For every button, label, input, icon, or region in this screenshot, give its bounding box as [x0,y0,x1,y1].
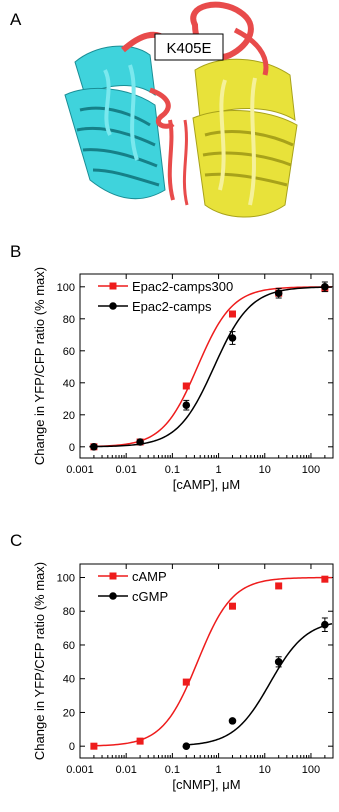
x-tick-label: 0.01 [115,464,136,476]
y-tick-label: 100 [57,572,75,584]
x-tick-label: 0.1 [165,464,180,476]
fit-curve-0 [93,576,332,747]
x-axis-title: [cNMP], μM [172,777,240,792]
y-tick-label: 80 [63,606,75,618]
legend-marker [109,302,117,310]
data-point [136,737,144,745]
data-point [228,310,236,318]
data-point [228,334,237,342]
data-point [274,289,283,297]
legend-label: cGMP [132,589,168,604]
legend-marker [109,282,117,290]
y-tick-label: 20 [63,410,75,422]
x-tick-label: 0.1 [165,764,180,776]
data-point [321,620,329,629]
y-tick-label: 0 [69,442,75,454]
legend-marker [109,592,117,600]
fit-curve-1 [89,286,332,448]
x-tick-label: 1 [216,764,222,776]
data-point [321,283,329,291]
x-tick-label: 10 [259,764,271,776]
fit-curve-0 [89,286,332,448]
protein-structure-image: K405E [64,1,298,218]
y-axis-title: Change in YFP/CFP ratio (% max) [32,267,47,465]
plot-frame [79,563,334,759]
data-point [90,742,98,750]
y-tick-label: 60 [63,346,75,358]
x-axis-title: [cAMP], μM [173,477,240,492]
y-tick-label: 40 [63,674,75,686]
panel-letter-c: C [10,531,23,550]
data-point [228,602,236,610]
red-helices [121,1,269,206]
data-point [182,382,190,390]
x-tick-label: 1 [216,464,222,476]
data-point [182,678,190,686]
data-point [182,401,191,409]
chart-b: 0 20 40 60 80 100 0.001 0.01 0.1 1 10 100 [cAMP], μM… [32,267,334,492]
chart-c: 0 20 40 60 80 100 0.001 0.01 0.1 1 10 100 [cNMP], μM… [32,562,334,792]
y-tick-label: 100 [57,282,75,294]
y-axis-title: Change in YFP/CFP ratio (% max) [32,562,47,760]
x-tick-label: 100 [302,464,320,476]
y-tick-label: 20 [63,707,75,719]
legend-label: cAMP [132,569,167,584]
x-tick-label: 0.001 [66,764,94,776]
y-tick-label: 80 [63,314,75,326]
mutation-label-box: K405E [154,33,224,61]
data-point [90,443,98,451]
legend-label: Epac2-camps [132,299,212,314]
y-tick-label: 40 [63,378,75,390]
y-tick-label: 0 [69,741,75,753]
legend-label: Epac2-camps300 [132,279,233,294]
x-tick-label: 100 [302,764,320,776]
mutation-label: K405E [166,40,211,57]
panel-letter-a: A [10,10,22,29]
x-tick-label: 0.001 [66,464,94,476]
x-tick-label: 10 [259,464,271,476]
data-point [228,717,237,725]
data-point [274,658,283,666]
data-point [321,575,329,583]
data-point [182,742,191,750]
fit-curve-1 [186,623,333,746]
y-tick-label: 60 [63,640,75,652]
data-point [136,438,144,446]
cyan-domain [64,45,166,200]
x-tick-label: 0.01 [115,764,136,776]
legend-marker [109,572,117,580]
yellow-domain [192,58,298,218]
data-point [275,582,283,590]
plot-frame [79,273,334,459]
panel-letter-b: B [10,242,22,261]
